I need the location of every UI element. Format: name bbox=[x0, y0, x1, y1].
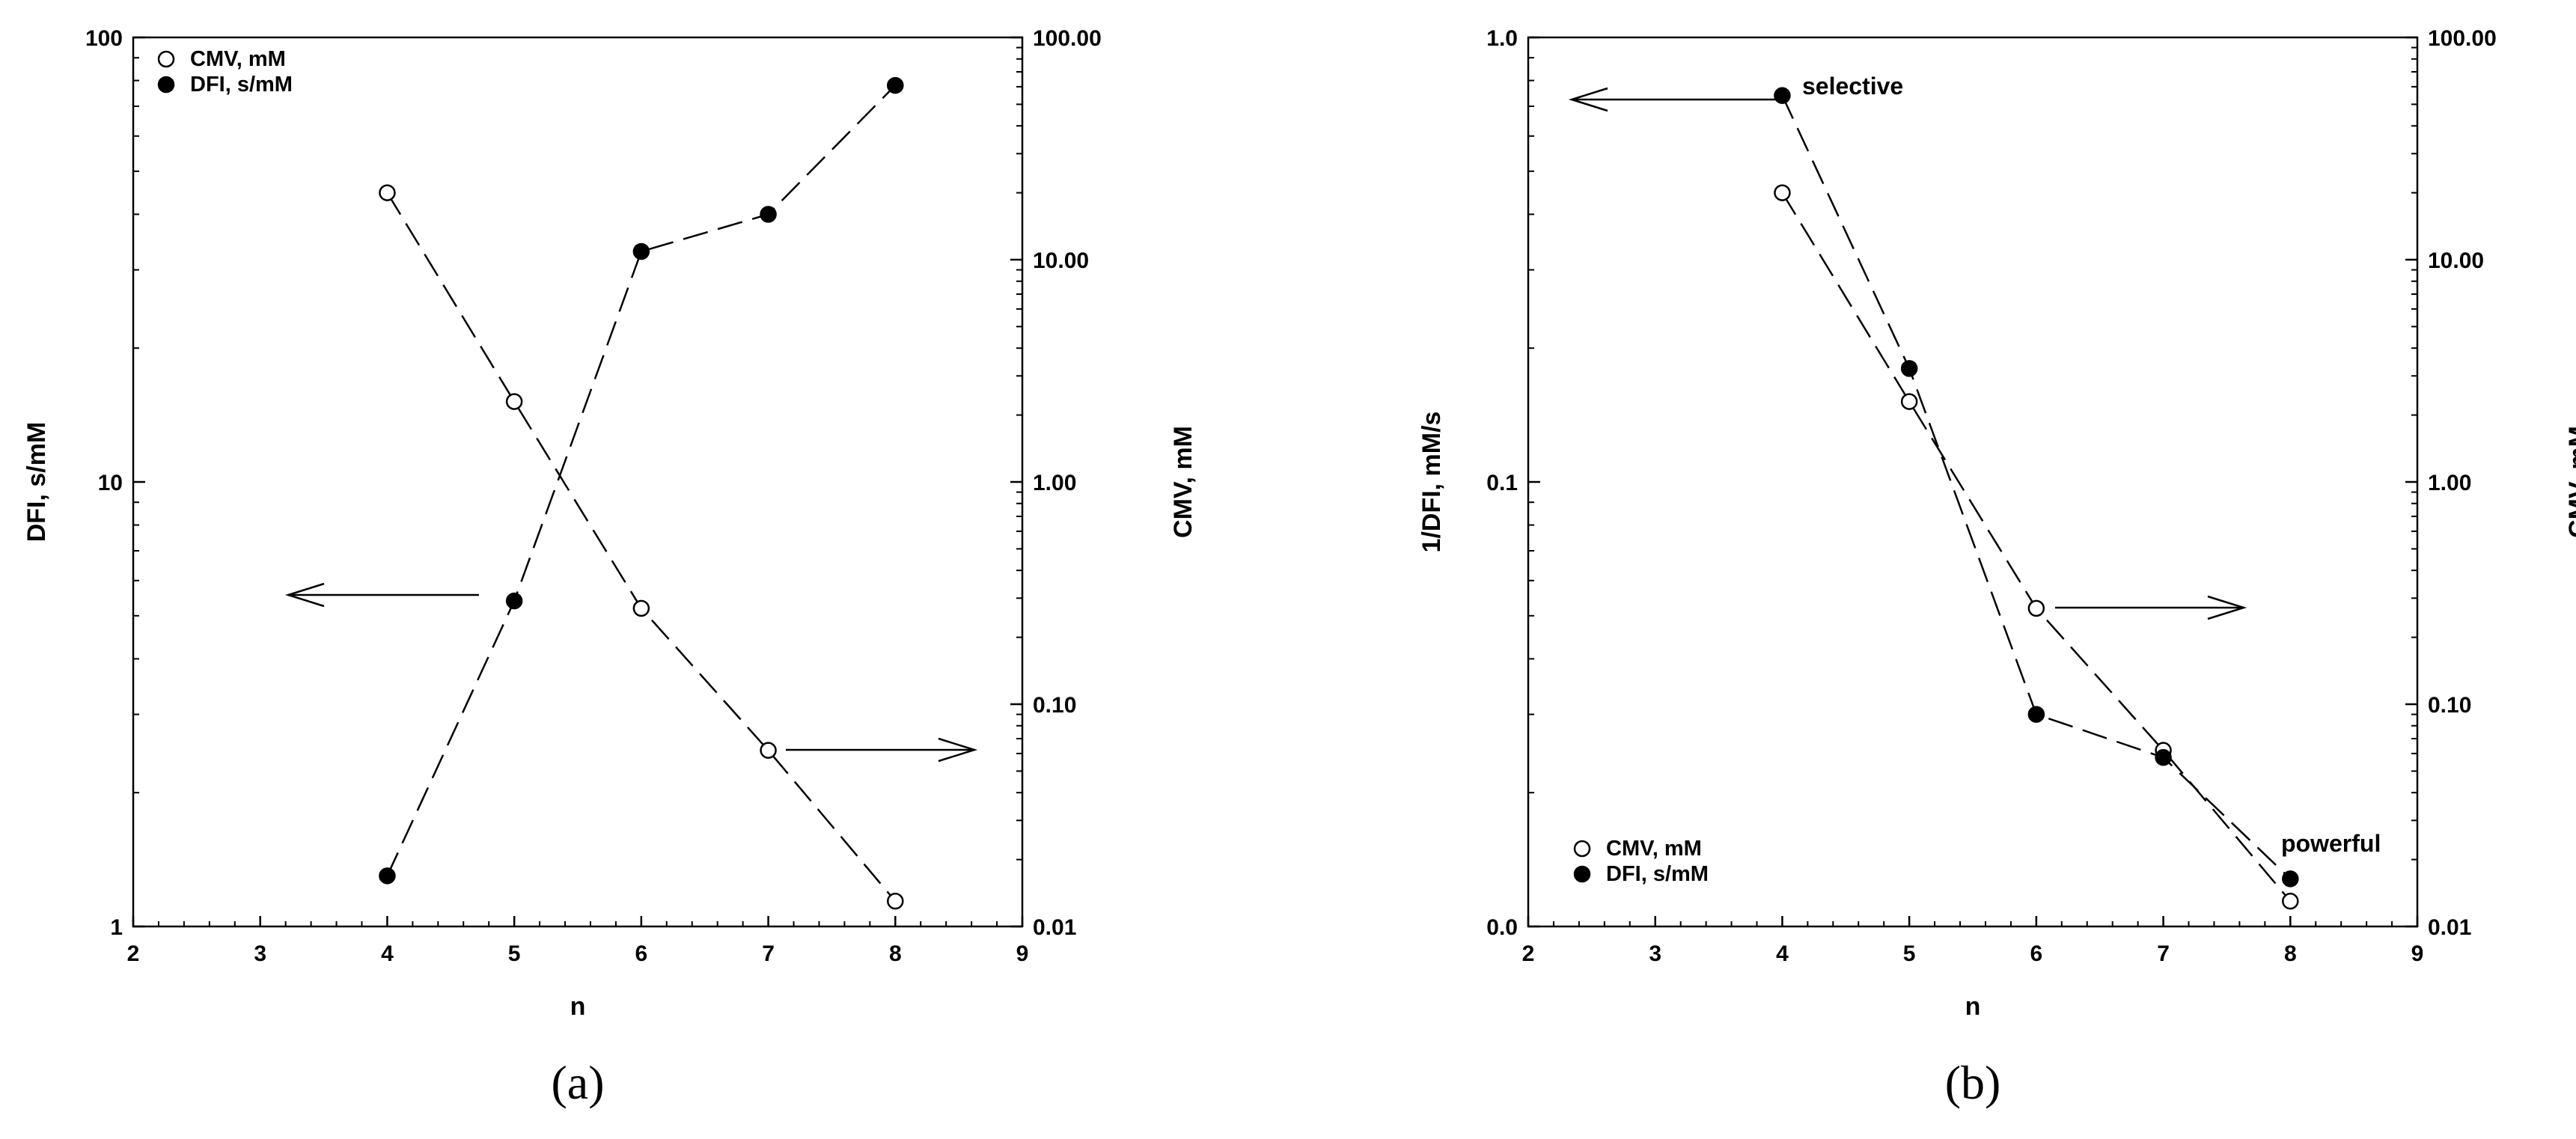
y-right-tick-label: 0.10 bbox=[1033, 693, 1076, 718]
series-line-cmv bbox=[386, 192, 897, 902]
panels: 2 3 4 5 6 7 8 9 1 10 100 0.01 0.10 1.00 10.00 100.00 n DF… bbox=[22, 26, 2576, 1109]
y-right-axis-title: CMV, mM bbox=[1169, 426, 1197, 538]
panel-label: (b) bbox=[1945, 1056, 2001, 1109]
legend-marker-cmv bbox=[1573, 840, 1591, 858]
data-point-cmv bbox=[1774, 184, 1791, 201]
x-tick-label: 8 bbox=[2284, 941, 2297, 966]
plot-frame bbox=[1527, 36, 2419, 928]
x-tick-label: 4 bbox=[381, 941, 394, 966]
data-point-dfi bbox=[1774, 87, 1791, 104]
x-axis-title: n bbox=[570, 992, 586, 1021]
y-right-tick-label: 10.00 bbox=[1033, 248, 1089, 273]
data-point-cmv bbox=[2027, 599, 2045, 617]
y-left-tick-label: 0.0 bbox=[1486, 915, 1518, 940]
y-right-tick-label: 1.00 bbox=[1033, 471, 1076, 495]
arrow-left-head bbox=[284, 582, 325, 608]
x-tick-label: 6 bbox=[635, 941, 648, 966]
data-point-dfi bbox=[505, 592, 523, 610]
x-tick-label: 5 bbox=[508, 941, 521, 966]
data-point-dfi bbox=[632, 242, 650, 260]
legend-marker-dfi bbox=[157, 76, 175, 94]
x-tick-label: 8 bbox=[889, 941, 902, 966]
y-right-axis-title: CMV, mM bbox=[2564, 426, 2576, 538]
annotation-selective: selective bbox=[1802, 73, 1903, 100]
y-left-tick-label: 10 bbox=[98, 471, 123, 495]
x-tick-label: 7 bbox=[762, 941, 775, 966]
data-point-cmv bbox=[505, 393, 523, 410]
data-point-cmv bbox=[379, 184, 396, 201]
y-right-tick-label: 10.00 bbox=[2428, 248, 2484, 273]
series-line-cmv bbox=[1781, 192, 2292, 902]
x-tick-label: 6 bbox=[2030, 941, 2043, 966]
data-point-dfi bbox=[2027, 706, 2045, 723]
panel-label: (a) bbox=[551, 1056, 604, 1109]
data-point-cmv bbox=[2282, 892, 2299, 910]
x-tick-label: 3 bbox=[1649, 941, 1661, 966]
x-tick-label: 9 bbox=[2411, 941, 2424, 966]
y-left-axis-title: 1/DFI, mM/s bbox=[1417, 412, 1446, 553]
y-right-tick-label: 1.00 bbox=[2428, 471, 2471, 495]
chart-panel-a: 2 3 4 5 6 7 8 9 1 10 100 0.01 0.10 1.00 10.00 100.00 n DF… bbox=[22, 26, 1197, 1109]
legend-marker-cmv bbox=[157, 50, 175, 68]
y-right-tick-label: 100.00 bbox=[2428, 26, 2497, 51]
data-point-cmv bbox=[760, 742, 777, 759]
y-right-tick-label: 0.01 bbox=[1033, 915, 1076, 940]
data-point-dfi bbox=[887, 76, 904, 94]
data-point-dfi bbox=[2155, 748, 2172, 766]
y-left-tick-label: 1 bbox=[110, 915, 123, 940]
annotation-powerful: powerful bbox=[2281, 830, 2381, 857]
x-tick-label: 5 bbox=[1903, 941, 1916, 966]
legend-label: DFI, s/mM bbox=[190, 73, 293, 97]
data-point-cmv bbox=[632, 599, 650, 617]
x-tick-label: 7 bbox=[2157, 941, 2170, 966]
data-point-cmv bbox=[887, 892, 904, 910]
x-tick-label: 2 bbox=[127, 941, 140, 966]
x-tick-label: 9 bbox=[1016, 941, 1029, 966]
legend-label: DFI, s/mM bbox=[1606, 862, 1709, 886]
arrow-right-head bbox=[2207, 595, 2247, 620]
data-point-dfi bbox=[379, 867, 396, 885]
chart-panel-b: 2 3 4 5 6 7 8 9 0.0 0.1 1.0 0.01 0.10 1.00 10.00 100.00… bbox=[1417, 26, 2576, 1109]
y-left-tick-label: 0.1 bbox=[1486, 471, 1518, 495]
y-right-tick-label: 100.00 bbox=[1033, 26, 1102, 51]
plot-frame bbox=[132, 36, 1024, 928]
x-tick-label: 3 bbox=[254, 941, 266, 966]
x-tick-label: 2 bbox=[1522, 941, 1535, 966]
y-left-tick-label: 1.0 bbox=[1486, 26, 1518, 51]
series-line-dfi bbox=[1781, 95, 2292, 880]
arrow-left-head bbox=[1568, 87, 1608, 112]
y-right-tick-label: 0.01 bbox=[2428, 915, 2471, 940]
series-line-dfi bbox=[386, 85, 897, 876]
x-axis-title: n bbox=[1965, 992, 1981, 1021]
data-point-dfi bbox=[1900, 360, 1918, 377]
legend-label: CMV, mM bbox=[190, 47, 286, 71]
legend-marker-dfi bbox=[1573, 865, 1591, 883]
y-right-tick-label: 0.10 bbox=[2428, 693, 2471, 718]
y-left-axis-title: DFI, s/mM bbox=[22, 422, 51, 543]
arrow-right-head bbox=[938, 737, 978, 763]
data-point-dfi bbox=[760, 206, 777, 223]
data-point-dfi bbox=[2282, 870, 2299, 888]
legend-label: CMV, mM bbox=[1606, 837, 1702, 861]
x-tick-label: 4 bbox=[1776, 941, 1789, 966]
data-point-cmv bbox=[1900, 393, 1918, 410]
y-left-tick-label: 100 bbox=[85, 26, 123, 51]
